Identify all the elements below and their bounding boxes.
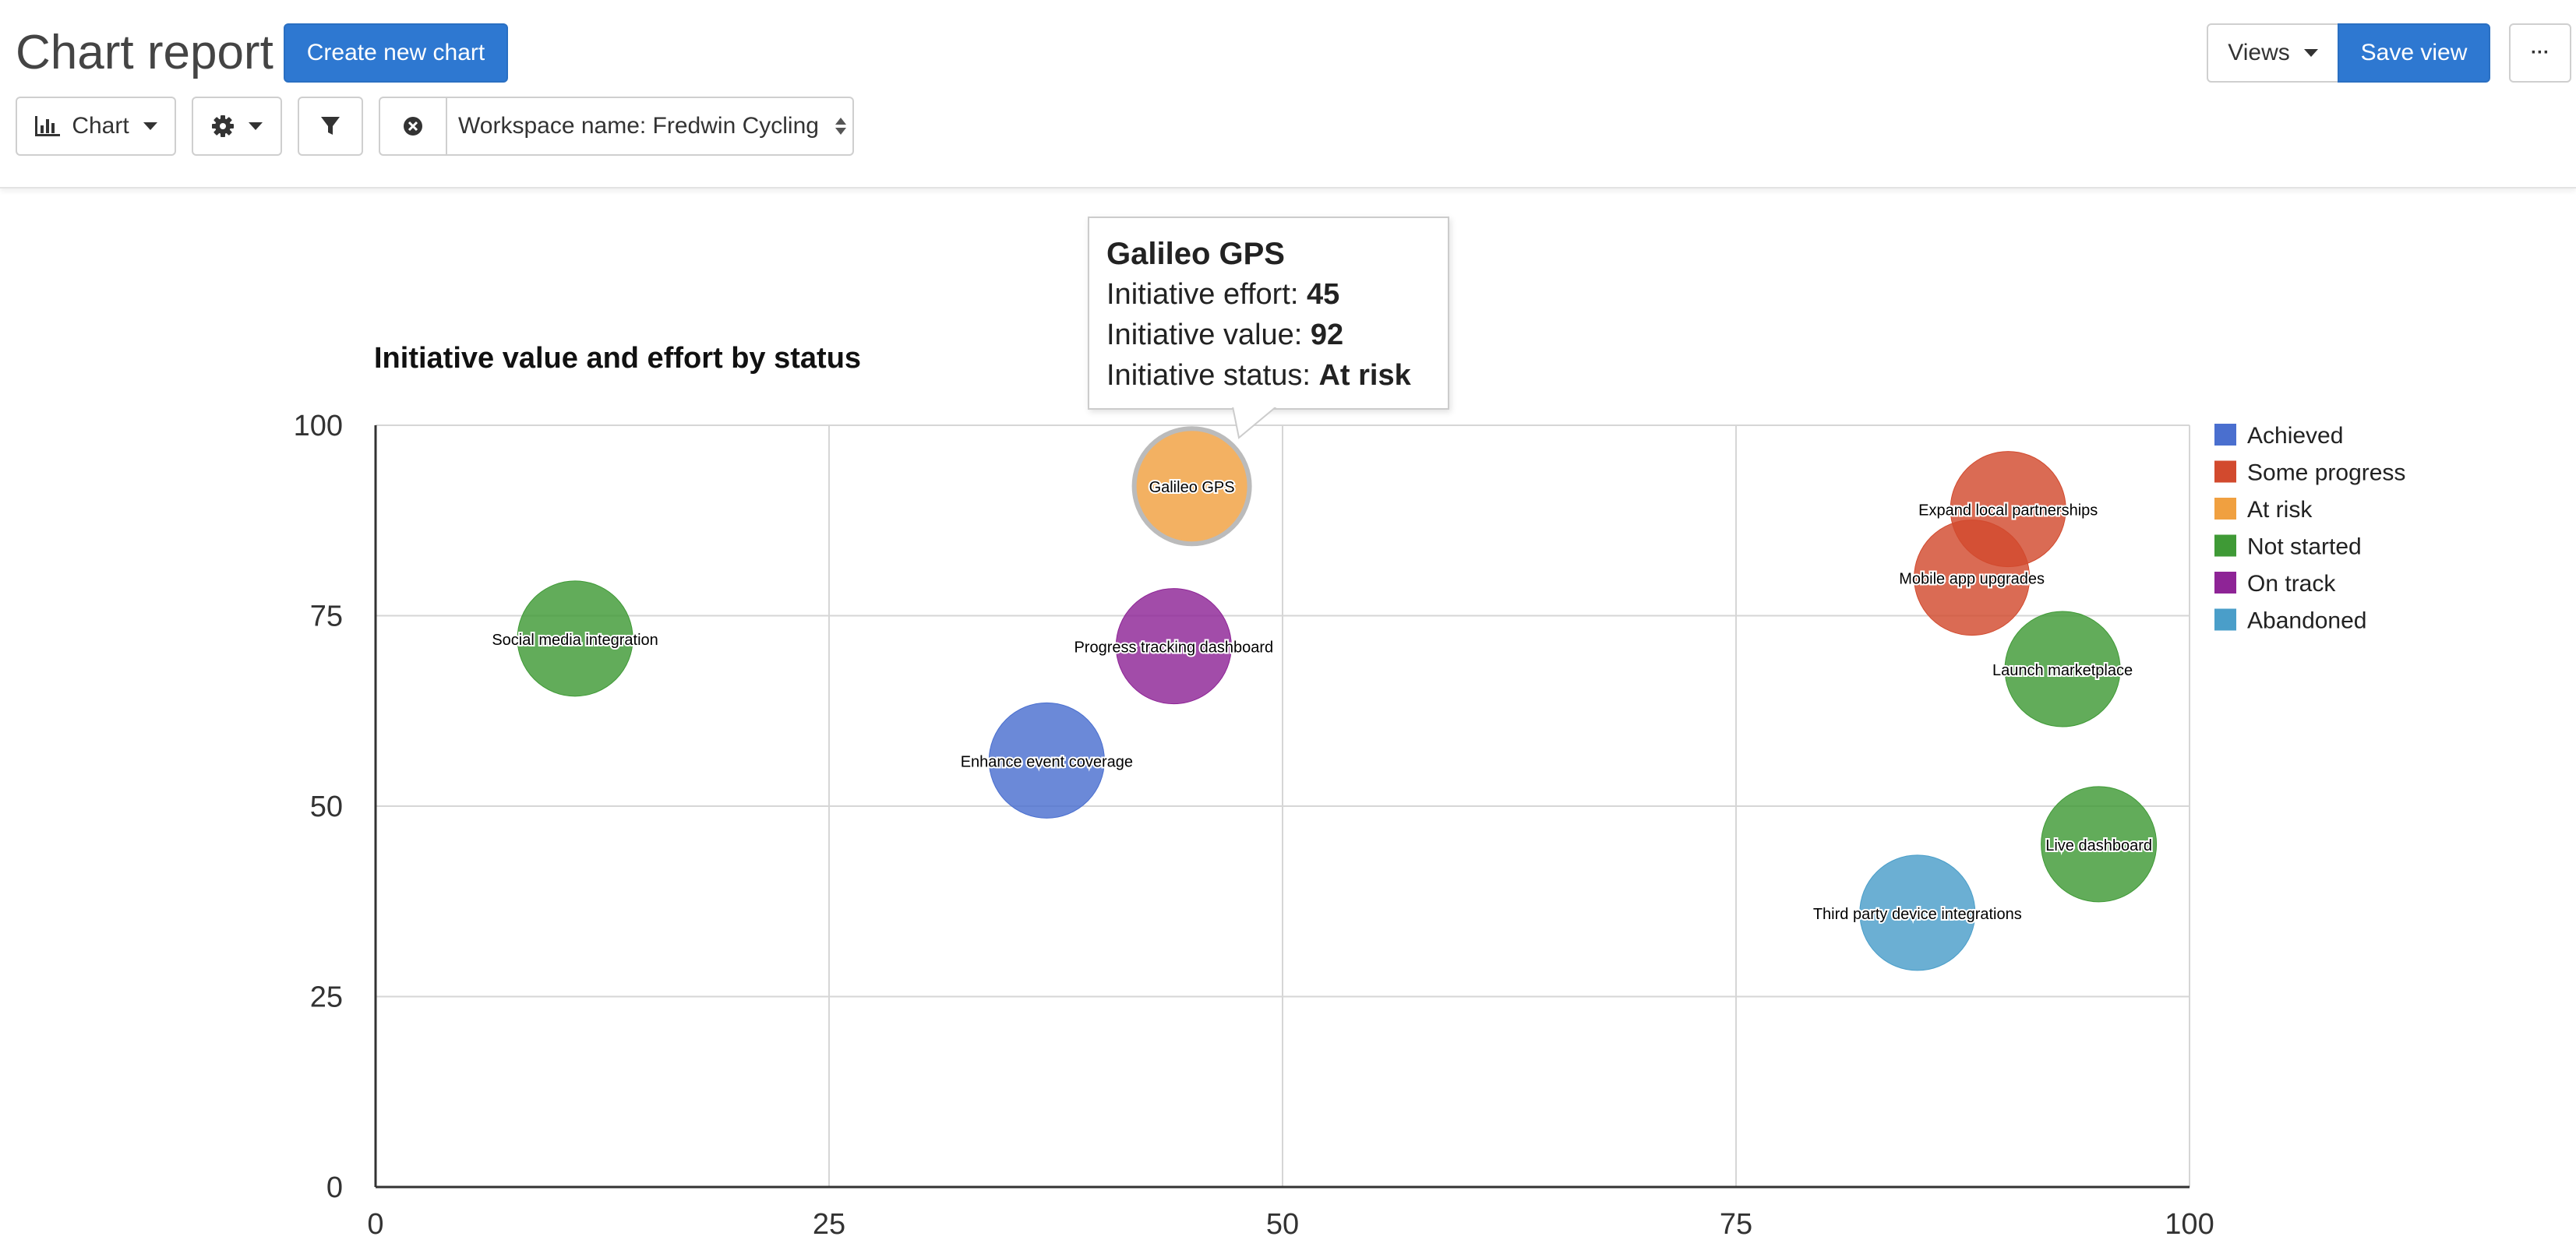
chevron-down-icon — [2303, 49, 2318, 57]
settings-dropdown[interactable] — [192, 97, 282, 156]
bar-chart-icon — [35, 116, 61, 136]
bubble-label: Expand local partnerships — [1918, 502, 2098, 520]
bubble-label: Mobile app upgrades — [1899, 571, 2045, 588]
chart-type-dropdown[interactable]: Chart — [16, 97, 176, 156]
tooltip-effort-value: 45 — [1306, 278, 1340, 311]
views-button[interactable]: Views — [2207, 23, 2339, 83]
x-tick-label: 0 — [367, 1208, 383, 1241]
legend-swatch — [2214, 534, 2236, 557]
bubble-label: Progress tracking dashboard — [1074, 639, 1273, 657]
page-title: Chart report — [16, 26, 273, 79]
tooltip-title: Galileo GPS — [1106, 237, 1285, 271]
x-tick-label: 25 — [813, 1208, 845, 1241]
gear-icon — [212, 115, 234, 137]
workspace-filter-select[interactable]: Workspace name: Fredwin Cycling — [379, 97, 854, 156]
bubble-label: Live dashboard — [2045, 837, 2152, 854]
legend-label[interactable]: Abandoned — [2247, 608, 2367, 634]
report-header: Chart report Create new chart Views Save… — [0, 0, 2576, 188]
bubble-point[interactable] — [1131, 426, 1252, 547]
bubble-point[interactable] — [517, 580, 633, 697]
x-tick-label: 100 — [2165, 1208, 2214, 1241]
legend-swatch — [2214, 608, 2236, 631]
bubble-point[interactable] — [1115, 588, 1232, 705]
filter-button[interactable] — [298, 97, 363, 156]
tooltip-value-label: Initiative value: — [1106, 319, 1311, 351]
bubble-label: Social media integration — [492, 632, 658, 649]
save-view-button[interactable]: Save view — [2338, 23, 2490, 83]
y-tick-label: 0 — [326, 1171, 343, 1204]
bubble-label: Launch marketplace — [1992, 662, 2133, 679]
data-point-tooltip: Galileo GPS Initiative effort: 45 Initia… — [1088, 217, 1449, 410]
tooltip-value-value: 92 — [1310, 319, 1344, 351]
y-tick-label: 50 — [310, 791, 343, 823]
bubble-label: Enhance event coverage — [961, 753, 1133, 770]
legend-label[interactable]: Achieved — [2247, 423, 2343, 449]
x-tick-label: 50 — [1266, 1208, 1299, 1241]
bubble-point[interactable] — [1859, 854, 1976, 971]
more-options-button[interactable]: ··· — [2509, 23, 2571, 83]
bubble-label: Galileo GPS — [1149, 479, 1235, 496]
y-tick-label: 100 — [294, 410, 343, 442]
clear-filter-button[interactable] — [380, 98, 447, 154]
bubble-chart: Initiative value and effort by status 0 2… — [294, 342, 2406, 1241]
legend-swatch — [2214, 572, 2236, 594]
legend-label[interactable]: At risk — [2247, 497, 2313, 523]
views-label: Views — [2228, 40, 2290, 65]
bubble-label: Third party device integrations — [1813, 906, 2022, 923]
tooltip-effort-label: Initiative effort: — [1106, 278, 1307, 311]
legend-label[interactable]: Some progress — [2247, 460, 2405, 486]
workspace-filter-value: Workspace name: Fredwin Cycling — [458, 113, 819, 139]
legend-swatch — [2214, 424, 2236, 446]
legend-label[interactable]: Not started — [2247, 534, 2362, 560]
tooltip-status-row: Initiative status: At risk — [1106, 355, 1431, 396]
funnel-icon — [321, 117, 340, 135]
select-arrows-icon — [829, 98, 852, 154]
circle-x-icon — [404, 117, 422, 136]
x-tick-label: 75 — [1720, 1208, 1752, 1241]
y-tick-label: 75 — [310, 601, 343, 633]
create-new-chart-button[interactable]: Create new chart — [284, 23, 508, 83]
tooltip-value-row: Initiative value: 92 — [1106, 315, 1431, 355]
bubble-point[interactable] — [988, 702, 1105, 819]
legend-swatch — [2214, 498, 2236, 520]
bubble-point[interactable] — [1914, 520, 2031, 636]
tooltip-status-label: Initiative status: — [1106, 359, 1319, 392]
chevron-down-icon — [143, 122, 157, 130]
tooltip-effort-row: Initiative effort: 45 — [1106, 274, 1431, 315]
chart-title: Initiative value and effort by status — [374, 342, 861, 375]
tooltip-status-value: At risk — [1318, 359, 1411, 392]
tooltip-pointer — [1231, 405, 1278, 439]
bubble-point[interactable] — [2004, 611, 2121, 727]
chart-type-label: Chart — [72, 113, 129, 139]
bubble-point[interactable] — [2041, 786, 2158, 903]
y-tick-label: 25 — [310, 981, 343, 1014]
legend-swatch — [2214, 460, 2236, 483]
chevron-down-icon — [249, 122, 263, 130]
legend-label[interactable]: On track — [2247, 571, 2336, 597]
